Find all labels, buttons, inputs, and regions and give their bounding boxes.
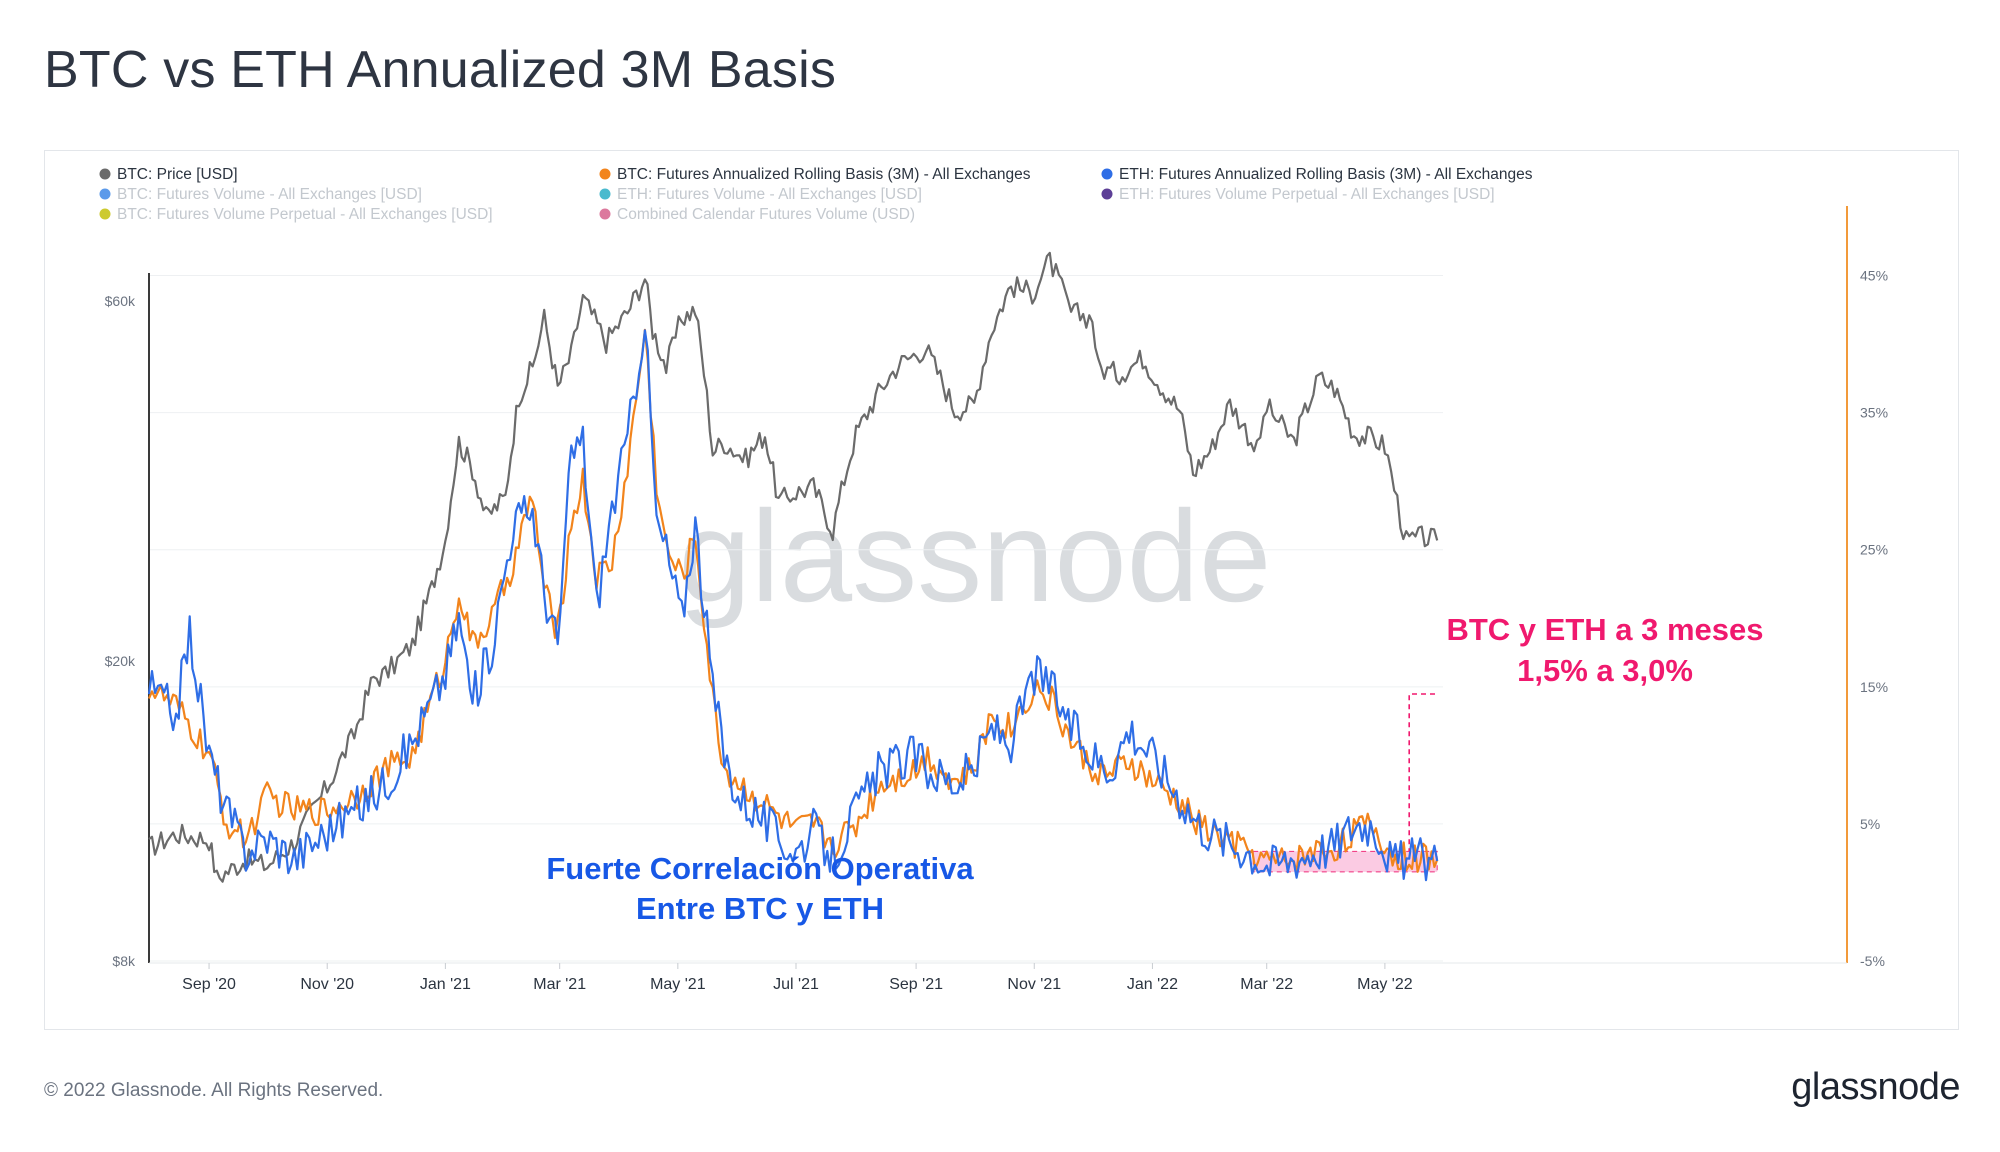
legend-marker[interactable] [1101, 168, 1113, 180]
page-title: BTC vs ETH Annualized 3M Basis [44, 41, 837, 99]
x-tick-label: May '22 [1357, 976, 1413, 993]
legend-marker[interactable] [599, 188, 611, 200]
legend-marker[interactable] [99, 168, 111, 180]
chart-watermark: glassnode [679, 483, 1272, 629]
annotation-leader-line [1408, 693, 1435, 852]
y-right-tick-label: -5% [1860, 953, 1885, 969]
legend-item-label[interactable]: ETH: Futures Volume - All Exchanges [USD… [617, 186, 922, 203]
tick-labels: $60k $20k $8k 45% 35% 25% 15% 5% -5% Sep '20 Nov '… [105, 268, 1888, 993]
chart: BTC: Price [USD] BTC: Futures Annualized … [99, 166, 1888, 993]
legend-item-label[interactable]: BTC: Futures Volume - All Exchanges [USD… [117, 186, 422, 203]
y-left-tick-label: $8k [112, 953, 136, 969]
legend-marker[interactable] [1101, 188, 1113, 200]
series-line [148, 251, 1439, 883]
axes [148, 206, 1848, 964]
x-tick-label: Mar '21 [533, 976, 586, 993]
x-tick-label: Nov '21 [1007, 976, 1061, 993]
y-left-tick-label: $20k [105, 653, 136, 669]
y-left-tick-label: $60k [105, 293, 136, 309]
y-right-tick-label: 25% [1860, 542, 1888, 558]
gridlines [149, 275, 1443, 962]
annotation-range-line2: 1,5% a 3,0% [1517, 653, 1693, 688]
legend-item-label[interactable]: Combined Calendar Futures Volume (USD) [617, 206, 915, 223]
chart-legend: BTC: Price [USD] BTC: Futures Annualized … [99, 166, 1533, 223]
x-tick-label: Sep '21 [889, 976, 943, 993]
x-tick-label: Mar '22 [1240, 976, 1293, 993]
y-right-tick-label: 35% [1860, 405, 1888, 421]
x-tick-label: Sep '20 [182, 976, 236, 993]
y-right-tick-label: 15% [1860, 679, 1888, 695]
annotations: Fuerte Correlación Operativa Entre BTC y … [546, 612, 1763, 926]
y-right-tick-label: 5% [1860, 816, 1880, 832]
series-group [147, 251, 1439, 883]
legend-marker[interactable] [599, 208, 611, 220]
annotation-range-line1: BTC y ETH a 3 meses [1446, 612, 1763, 647]
x-tick-label: Jan '21 [420, 976, 471, 993]
x-tick-label: Nov '20 [300, 976, 354, 993]
legend-item-label[interactable]: BTC: Futures Volume Perpetual - All Exch… [117, 206, 493, 223]
copyright-text: © 2022 Glassnode. All Rights Reserved. [44, 1080, 384, 1101]
x-tick-label: Jan '22 [1127, 976, 1178, 993]
legend-item-label[interactable]: BTC: Price [USD] [117, 166, 238, 183]
annotation-correlation-line1: Fuerte Correlación Operativa [546, 851, 974, 886]
x-tick-label: Jul '21 [773, 976, 819, 993]
legend-item-label[interactable]: ETH: Futures Volume Perpetual - All Exch… [1119, 186, 1495, 203]
y-right-tick-label: 45% [1860, 268, 1888, 284]
legend-marker[interactable] [599, 168, 611, 180]
legend-marker[interactable] [99, 188, 111, 200]
legend-item-label[interactable]: ETH: Futures Annualized Rolling Basis (3… [1119, 166, 1533, 183]
chart-panel: BTC: Price [USD] BTC: Futures Annualized … [44, 150, 1959, 1030]
annotation-correlation-line2: Entre BTC y ETH [636, 891, 884, 926]
legend-item-label[interactable]: BTC: Futures Annualized Rolling Basis (3… [617, 166, 1031, 183]
legend-marker[interactable] [99, 208, 111, 220]
glassnode-logo[interactable]: glassnode [1791, 1066, 1960, 1108]
x-tick-label: May '21 [650, 976, 706, 993]
series-line [147, 329, 1439, 882]
